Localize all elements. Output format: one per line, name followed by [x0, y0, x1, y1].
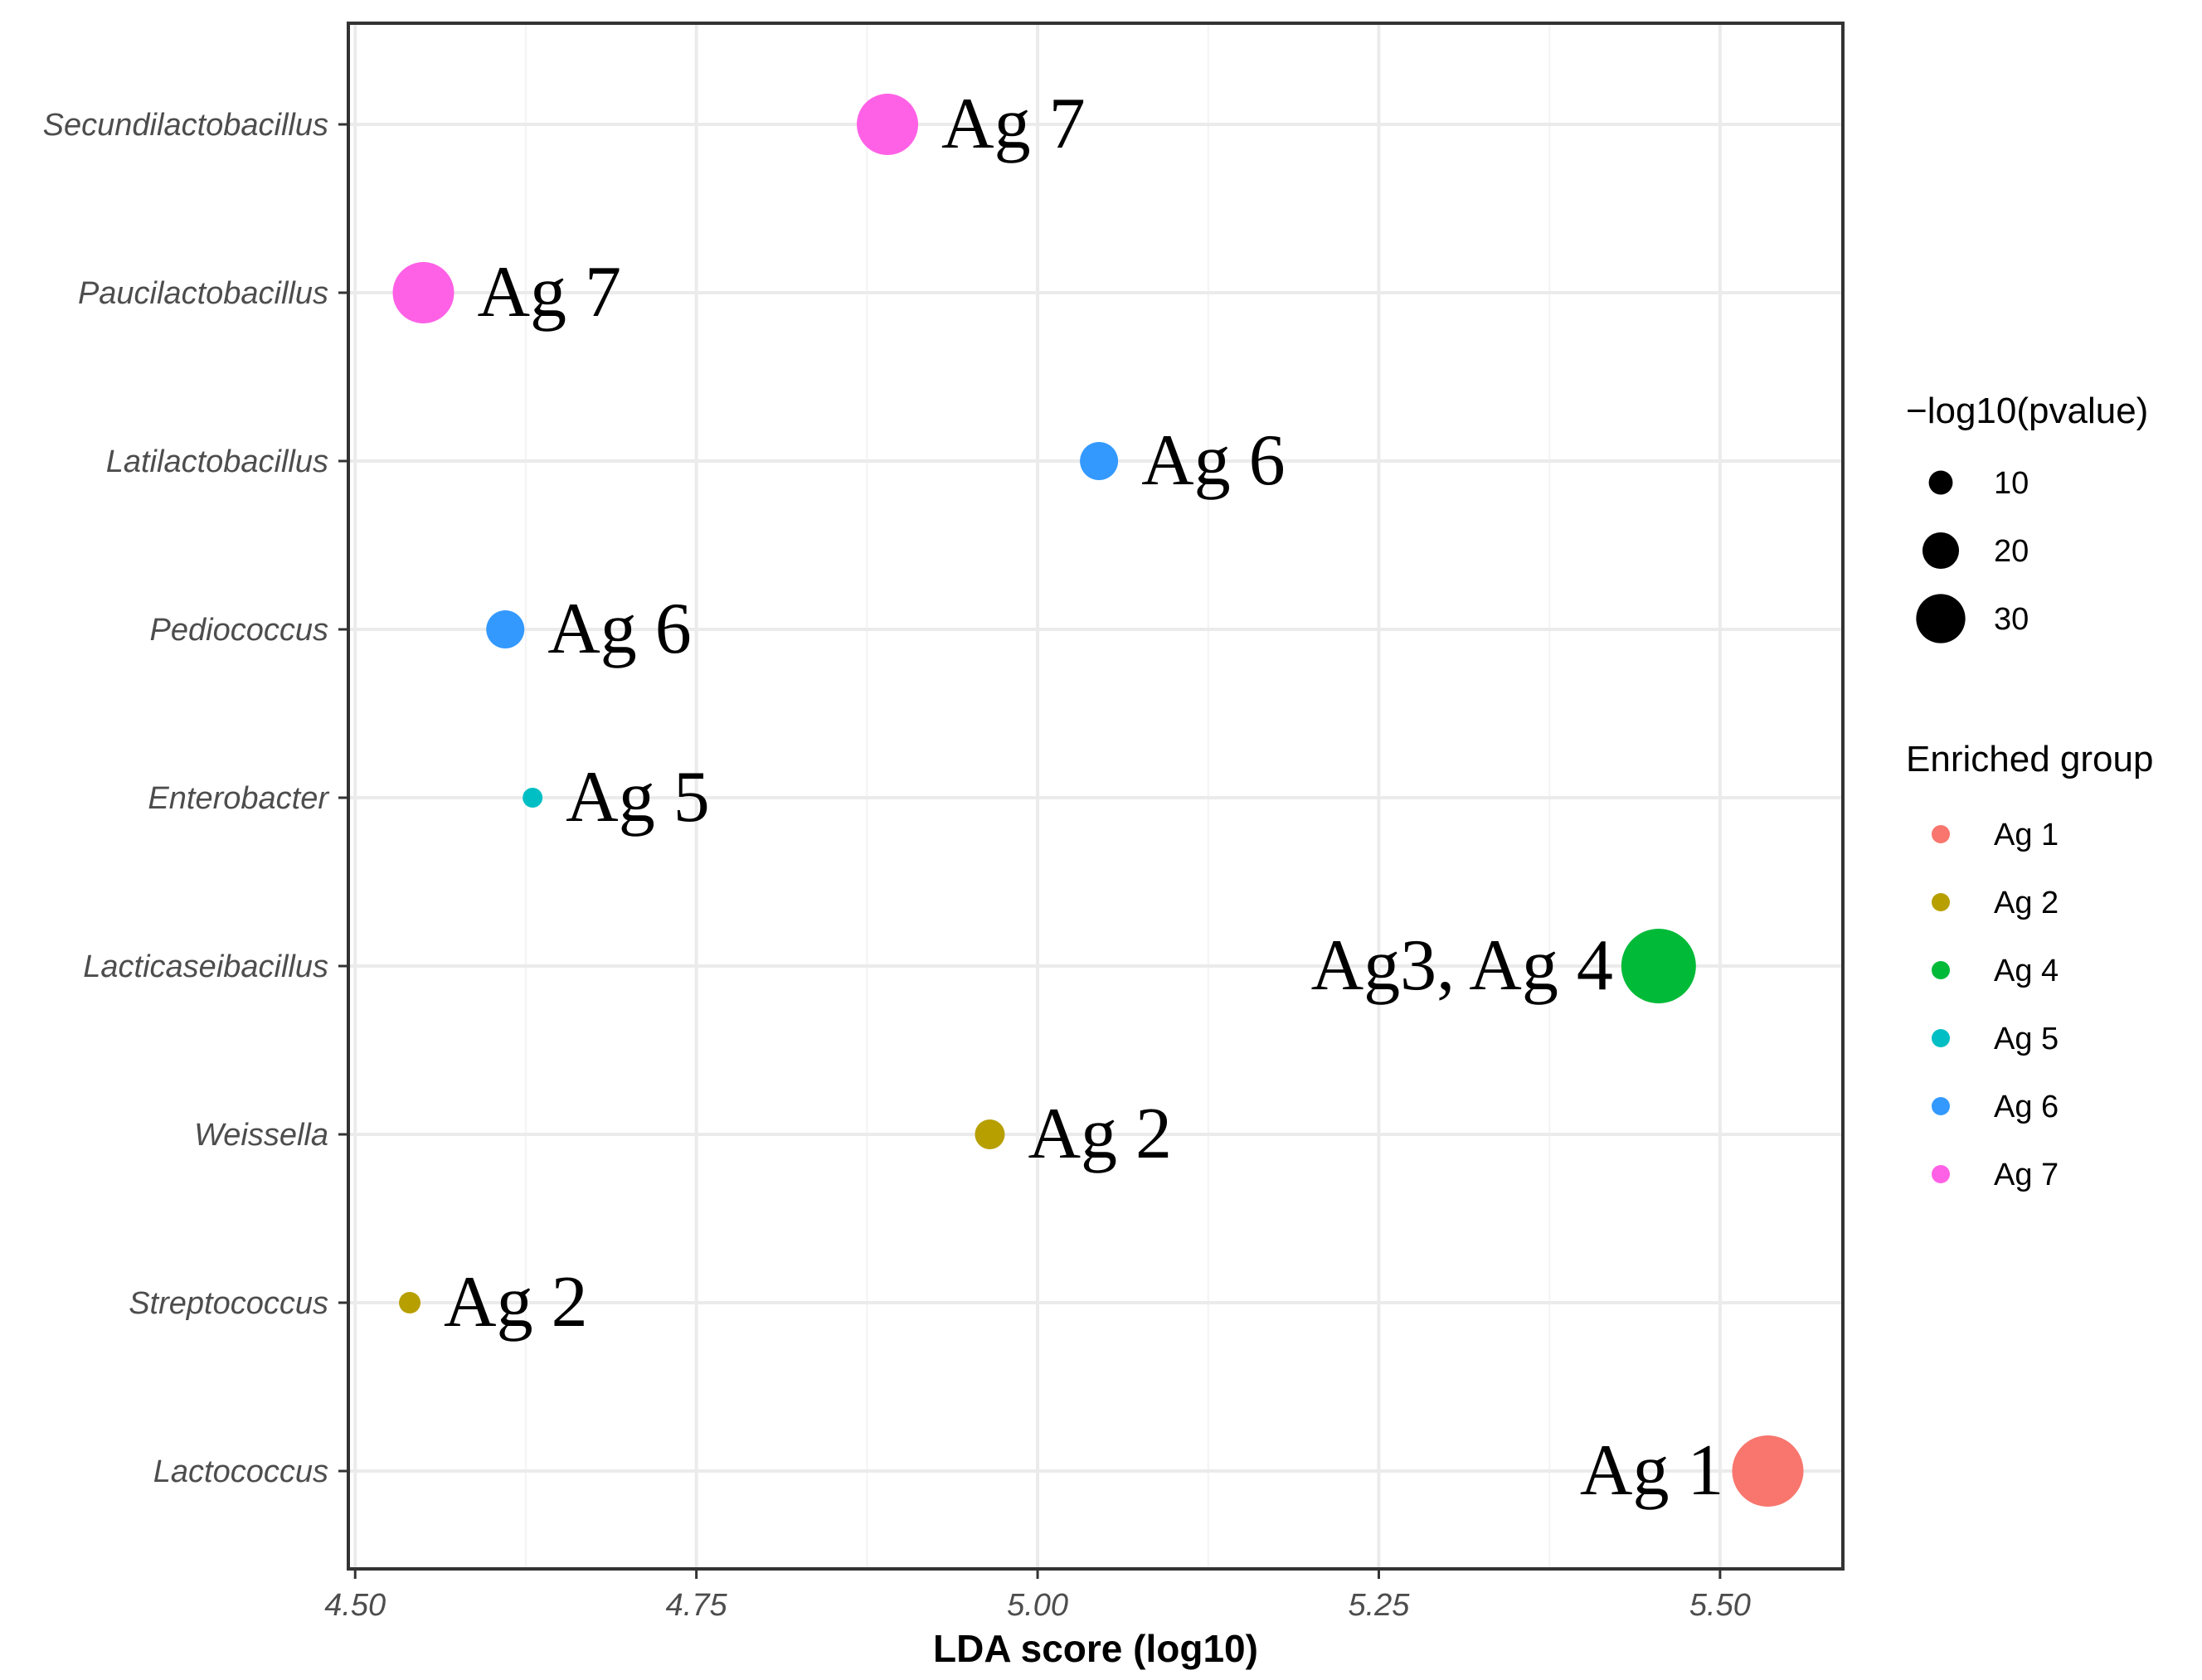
color-legend-key	[1932, 825, 1950, 843]
y-tick-label: Paucilactobacillus	[78, 276, 328, 311]
data-point	[486, 610, 525, 648]
data-point	[523, 788, 543, 808]
size-legend-key	[1928, 470, 1953, 495]
size-legend-key	[1916, 594, 1966, 643]
color-legend-label: Ag 6	[1994, 1090, 2059, 1124]
point-annotation: Ag 2	[1028, 1094, 1172, 1174]
data-point	[975, 1119, 1005, 1149]
marks-layer: Ag 7 Ag 7 Ag 6 Ag 6 Ag 5 Ag3, Ag 4 Ag 2 Ag 2 Ag …	[392, 84, 1804, 1511]
point-annotation: Ag 6	[547, 589, 692, 669]
y-tick-label: Pediococcus	[150, 613, 328, 648]
y-tick-label: Enterobacter	[148, 781, 329, 816]
point-annotation: Ag 6	[1141, 420, 1286, 501]
point-annotation: Ag 7	[478, 252, 622, 333]
color-legend-key	[1932, 1029, 1950, 1047]
size-legend-key	[1922, 532, 1960, 570]
y-tick-label: Streptococcus	[129, 1286, 328, 1321]
color-legend-label: Ag 5	[1994, 1022, 2059, 1056]
size-legend-label: 10	[1994, 466, 2029, 501]
data-point	[1621, 929, 1696, 1003]
data-point	[399, 1292, 421, 1313]
point-annotation: Ag 7	[941, 84, 1086, 164]
y-tick-label: Lacticaseibacillus	[83, 949, 328, 984]
color-legend-key	[1932, 961, 1950, 979]
data-point	[1732, 1435, 1804, 1507]
y-tick-label: Latilactobacillus	[106, 444, 328, 479]
legend-layer: −log10(pvalue) Enriched group 10 20 30 Ag 1…	[1906, 391, 2153, 1192]
y-tick-label: Lactococcus	[153, 1454, 328, 1489]
y-tick-label: Weissella	[194, 1118, 328, 1153]
axis-layer: Secundilactobacillus Paucilactobacillus La…	[43, 108, 1751, 1623]
point-annotation: Ag 1	[1580, 1430, 1724, 1511]
color-legend-key	[1932, 1165, 1950, 1183]
point-annotation: Ag3, Ag 4	[1311, 925, 1613, 1006]
data-point	[1080, 442, 1119, 480]
data-point	[392, 262, 454, 323]
size-legend-title: −log10(pvalue)	[1906, 391, 2148, 431]
x-tick-label: 5.50	[1689, 1588, 1751, 1623]
x-axis-title: LDA score (log10)	[933, 1627, 1258, 1670]
x-tick-label: 4.50	[324, 1588, 386, 1623]
size-legend-label: 20	[1994, 534, 2029, 569]
grid-layer	[348, 23, 1843, 1569]
x-tick-label: 5.25	[1348, 1588, 1410, 1623]
x-tick-label: 4.75	[666, 1588, 728, 1623]
color-legend-key	[1932, 893, 1950, 911]
color-legend-label: Ag 2	[1994, 886, 2059, 920]
size-legend-label: 30	[1994, 602, 2029, 637]
color-legend-title: Enriched group	[1906, 739, 2153, 779]
data-point	[857, 94, 919, 155]
point-annotation: Ag 2	[444, 1262, 588, 1343]
color-legend-label: Ag 7	[1994, 1158, 2059, 1192]
panel-border	[347, 22, 1845, 1571]
color-legend-key	[1932, 1097, 1950, 1115]
color-legend-label: Ag 1	[1994, 818, 2059, 852]
point-annotation: Ag 5	[566, 757, 710, 838]
color-legend-label: Ag 4	[1994, 954, 2059, 988]
x-tick-label: 5.00	[1007, 1588, 1068, 1623]
y-tick-label: Secundilactobacillus	[43, 108, 328, 143]
